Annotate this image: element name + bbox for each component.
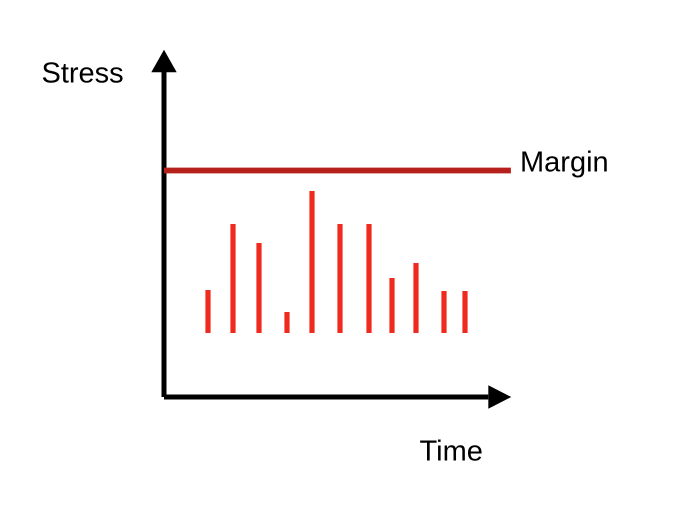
- svg-text:Margin: Margin: [520, 146, 609, 178]
- svg-text:Time: Time: [420, 436, 483, 468]
- svg-text:Stress: Stress: [42, 58, 124, 90]
